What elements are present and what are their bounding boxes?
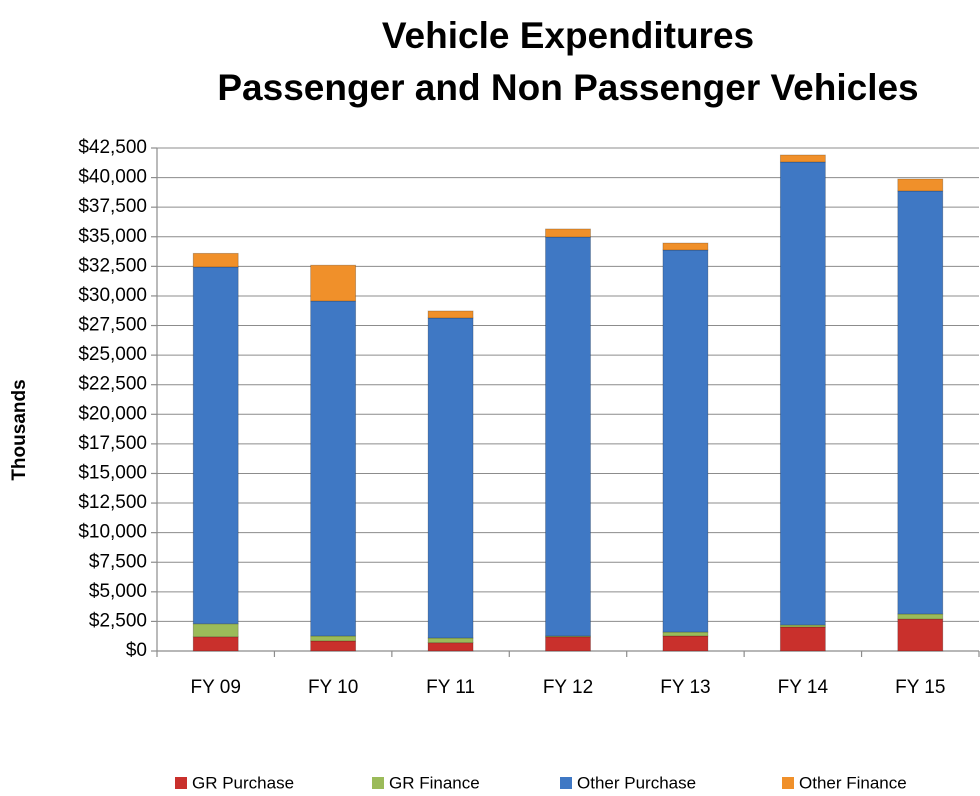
y-tick-label: $37,500 xyxy=(78,196,147,217)
chart-title: Vehicle Expenditures xyxy=(382,15,754,56)
bar-segment xyxy=(427,642,474,652)
bar-segment xyxy=(897,613,944,620)
y-tick-label: $17,500 xyxy=(78,433,147,454)
bar-segment xyxy=(779,154,826,163)
legend-swatch xyxy=(782,777,794,789)
bar-segment xyxy=(662,242,709,251)
y-tick-label: $15,000 xyxy=(78,462,147,483)
bar-segment xyxy=(662,631,709,637)
bar-segment xyxy=(545,236,591,637)
y-tick-label: $20,000 xyxy=(78,403,147,424)
y-tick-label: $25,000 xyxy=(78,344,147,365)
bar-segment xyxy=(427,310,474,319)
chart-subtitle: Passenger and Non Passenger Vehicles xyxy=(217,67,918,108)
x-tick-label: FY 11 xyxy=(426,677,475,698)
legend-label: Other Finance xyxy=(799,773,907,792)
bar-segment xyxy=(310,300,357,637)
x-tick-label: FY 14 xyxy=(778,677,829,698)
y-tick-label: $30,000 xyxy=(78,285,147,306)
bar-segment xyxy=(662,249,709,633)
bar-segment xyxy=(192,623,239,638)
bar-segment xyxy=(427,637,474,644)
x-tick-label: FY 09 xyxy=(191,677,241,698)
legend-swatch xyxy=(560,777,572,789)
y-tick-label: $35,000 xyxy=(78,226,147,247)
x-tick-label: FY 10 xyxy=(308,677,358,698)
bar-segment xyxy=(662,635,709,652)
bar-segment xyxy=(897,618,944,652)
legend-label: GR Finance xyxy=(389,773,480,792)
bar-segment xyxy=(545,228,591,238)
y-tick-label: $42,500 xyxy=(78,137,147,158)
bar-segment xyxy=(310,640,357,652)
x-tick-label: FY 15 xyxy=(895,677,945,698)
bar-segment xyxy=(427,317,474,639)
y-tick-label: $12,500 xyxy=(78,492,147,513)
y-tick-label: $40,000 xyxy=(78,167,147,188)
bar-segment xyxy=(310,635,357,642)
bar-segment xyxy=(897,190,944,615)
legend-swatch xyxy=(372,777,384,789)
legend-label: GR Purchase xyxy=(192,773,294,792)
bar-segment xyxy=(545,636,591,652)
y-axis-title: Thousands xyxy=(9,379,30,480)
y-tick-label: $22,500 xyxy=(78,374,147,395)
y-tick-label: $7,500 xyxy=(89,551,147,572)
bar-segment xyxy=(779,161,826,626)
y-tick-label: $32,500 xyxy=(78,255,147,276)
y-tick-label: $0 xyxy=(126,640,147,661)
legend-label: Other Purchase xyxy=(577,773,696,792)
y-tick-label: $5,000 xyxy=(89,581,147,602)
bar-segment xyxy=(192,252,239,268)
y-tick-label: $27,500 xyxy=(78,315,147,336)
x-tick-label: FY 13 xyxy=(660,677,710,698)
bar-segment xyxy=(779,626,826,652)
bar-segment xyxy=(310,264,357,302)
legend-swatch xyxy=(175,777,187,789)
x-tick-label: FY 12 xyxy=(543,677,593,698)
y-tick-label: $2,500 xyxy=(89,610,147,631)
bar-segment xyxy=(897,178,944,192)
bar-segment xyxy=(192,636,239,652)
bar-segment xyxy=(192,266,239,625)
y-tick-label: $10,000 xyxy=(78,522,147,543)
